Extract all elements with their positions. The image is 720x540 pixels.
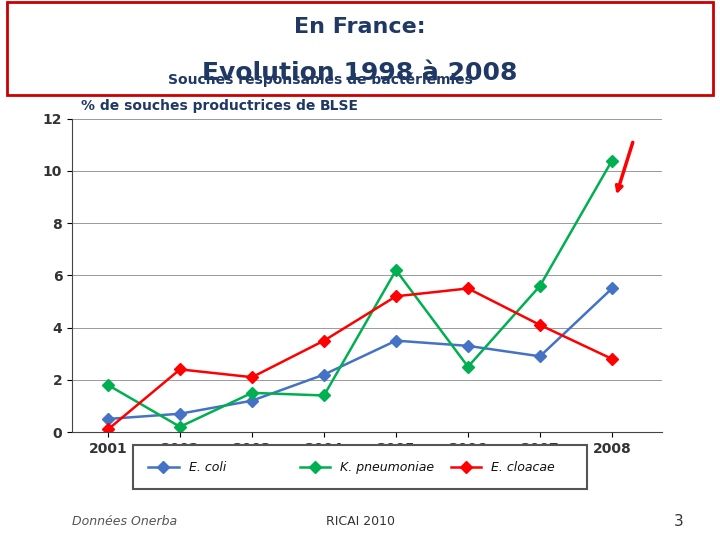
E. cloacae — [464, 285, 472, 292]
E. cloacae — [176, 366, 184, 373]
Text: Evolution 1998 à 2008: Evolution 1998 à 2008 — [202, 61, 518, 85]
K. pneumoniae — [248, 390, 256, 396]
K. pneumoniae — [536, 282, 544, 289]
Line: E. coli: E. coli — [104, 284, 616, 423]
E. coli — [248, 397, 256, 404]
Text: Données Onerba: Données Onerba — [72, 515, 177, 528]
K. pneumoniae — [176, 423, 184, 430]
Text: BLSE: BLSE — [320, 98, 359, 112]
Line: E. cloacae: E. cloacae — [104, 284, 616, 434]
E. coli — [176, 410, 184, 417]
K. pneumoniae — [104, 382, 112, 388]
Text: Souches responsables de bactériémies: Souches responsables de bactériémies — [168, 73, 472, 87]
E. cloacae — [104, 426, 112, 433]
Text: K. pneumoniae: K. pneumoniae — [340, 461, 434, 474]
K. pneumoniae — [464, 363, 472, 370]
E. cloacae — [536, 322, 544, 328]
Line: K. pneumoniae: K. pneumoniae — [104, 157, 616, 431]
E. coli — [608, 285, 616, 292]
K. pneumoniae — [320, 392, 328, 399]
E. coli — [104, 416, 112, 422]
Text: E. coli: E. coli — [189, 461, 226, 474]
E. cloacae — [392, 293, 400, 300]
Text: E. cloacae: E. cloacae — [491, 461, 555, 474]
E. coli — [392, 338, 400, 344]
Text: RICAI 2010: RICAI 2010 — [325, 515, 395, 528]
E. coli — [320, 372, 328, 378]
K. pneumoniae — [608, 157, 616, 164]
E. coli — [536, 353, 544, 360]
K. pneumoniae — [392, 267, 400, 273]
FancyBboxPatch shape — [133, 445, 587, 489]
Text: En France:: En France: — [294, 17, 426, 37]
E. cloacae — [320, 338, 328, 344]
Text: 3: 3 — [674, 514, 684, 529]
E. cloacae — [608, 356, 616, 362]
E. coli — [464, 343, 472, 349]
E. cloacae — [248, 374, 256, 380]
Text: % de souches productrices de: % de souches productrices de — [81, 98, 320, 112]
